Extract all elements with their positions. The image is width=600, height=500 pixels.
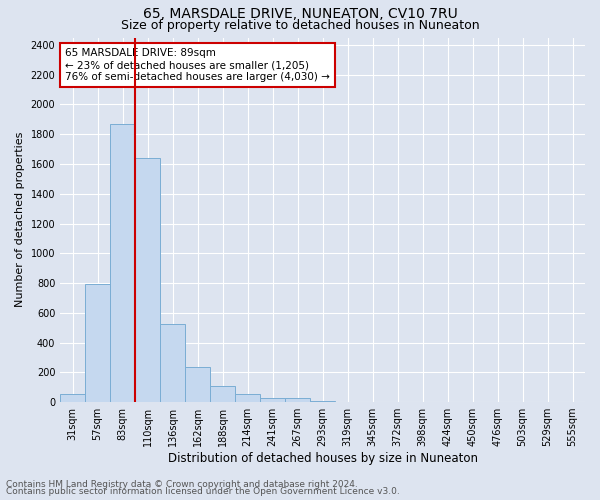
Bar (235, 394, 260, 402)
X-axis label: Distribution of detached houses by size in Nuneaton: Distribution of detached houses by size … (167, 452, 478, 465)
Y-axis label: Number of detached properties: Number of detached properties (15, 132, 25, 308)
Bar (210, 386, 235, 402)
Text: Contains HM Land Registry data © Crown copyright and database right 2024.: Contains HM Land Registry data © Crown c… (6, 480, 358, 489)
Bar (285, 398, 310, 402)
Text: Contains public sector information licensed under the Open Government Licence v3: Contains public sector information licen… (6, 487, 400, 496)
Bar (110, 124, 135, 402)
Text: Size of property relative to detached houses in Nuneaton: Size of property relative to detached ho… (121, 18, 479, 32)
Bar (260, 398, 285, 402)
Bar (185, 367, 210, 402)
Bar (135, 158, 160, 402)
Bar (310, 400, 335, 402)
Bar (85, 284, 110, 402)
Bar (60, 394, 85, 402)
Text: 65 MARSDALE DRIVE: 89sqm
← 23% of detached houses are smaller (1,205)
76% of sem: 65 MARSDALE DRIVE: 89sqm ← 23% of detach… (65, 48, 330, 82)
Text: 65, MARSDALE DRIVE, NUNEATON, CV10 7RU: 65, MARSDALE DRIVE, NUNEATON, CV10 7RU (143, 8, 457, 22)
Bar (160, 324, 185, 402)
